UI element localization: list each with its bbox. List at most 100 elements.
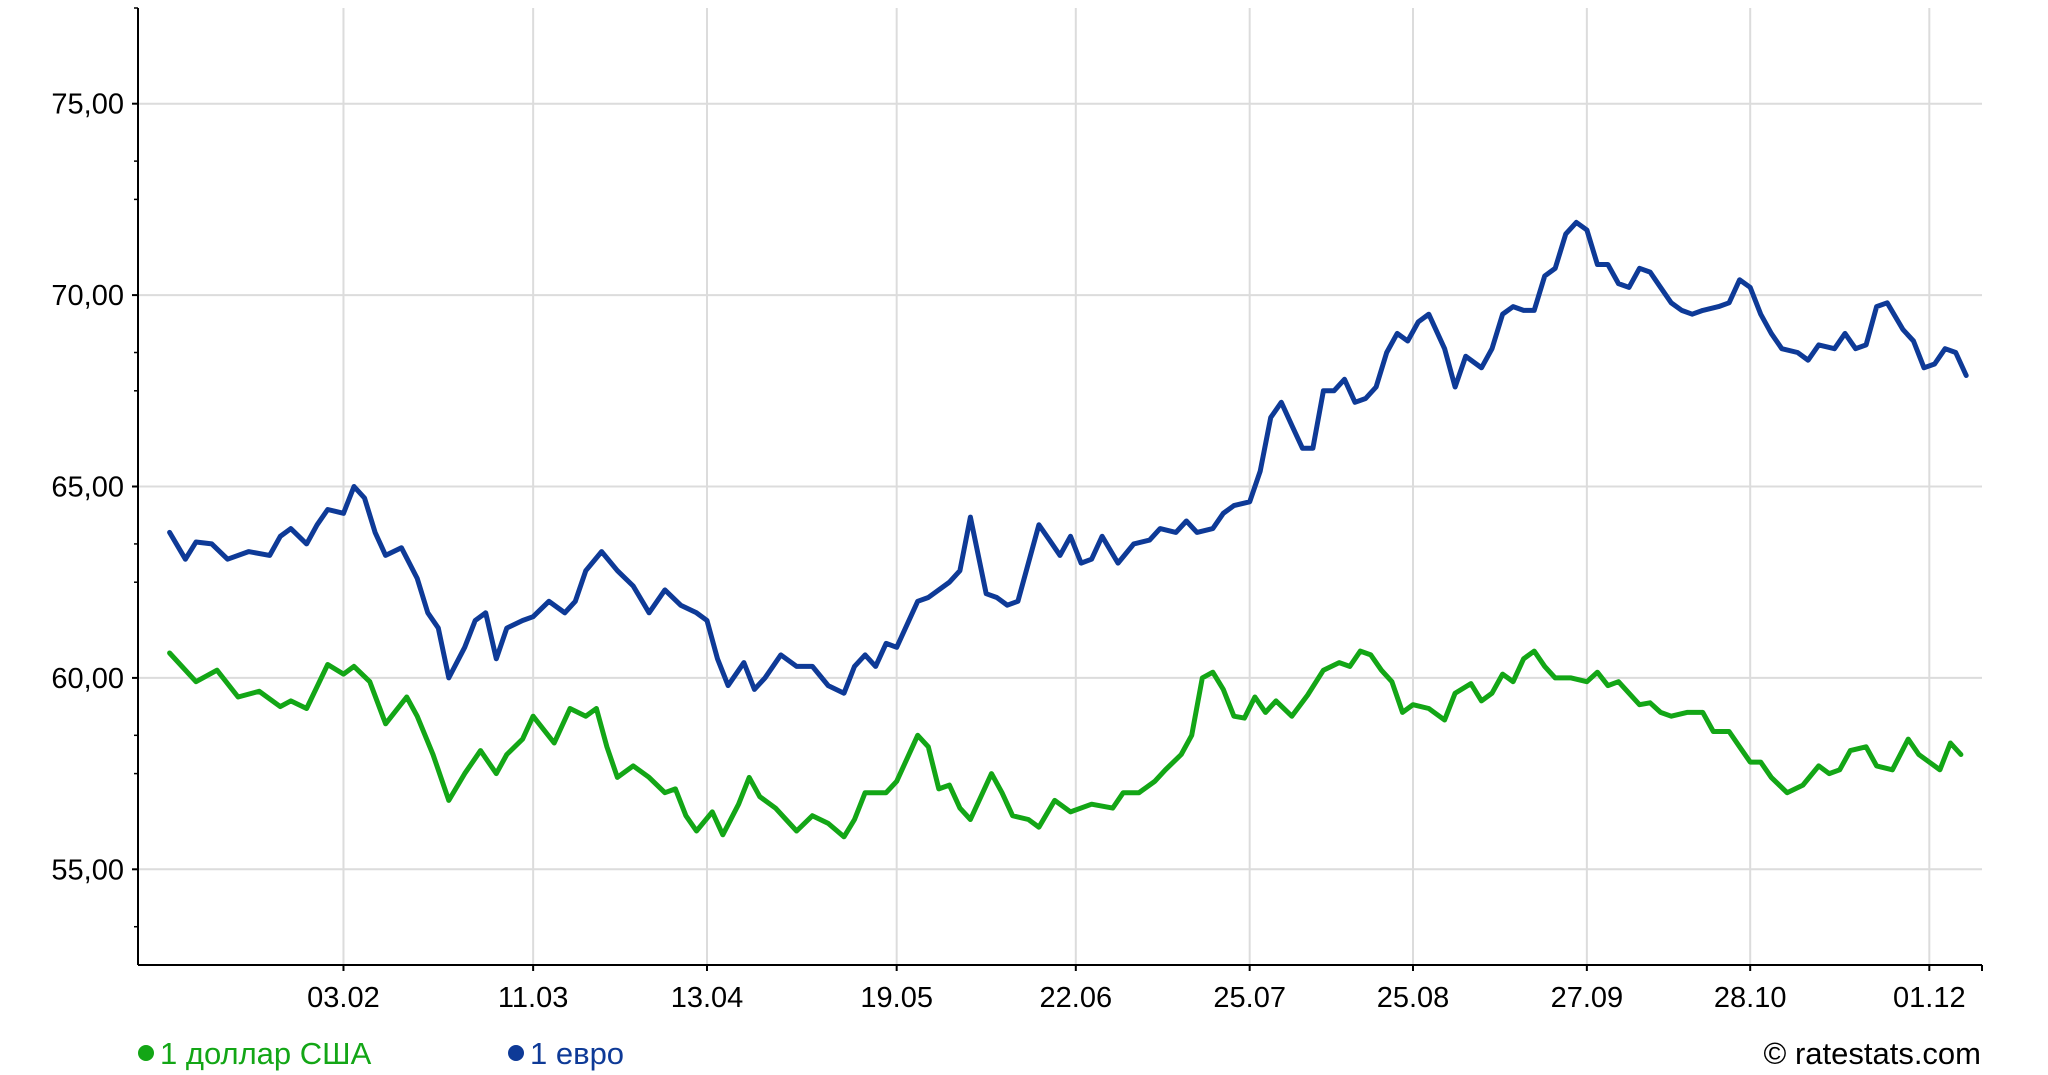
usd-data-point	[1164, 769, 1166, 771]
eur-data-point	[1544, 275, 1546, 277]
usd-data-point	[369, 681, 371, 683]
eur-data-point	[648, 612, 650, 614]
source-credit-link[interactable]: © ratestats.com	[1763, 1036, 1981, 1071]
eur-data-point	[1965, 375, 1967, 376]
usd-data-point	[1891, 769, 1893, 771]
usd-data-point	[1254, 696, 1256, 698]
eur-data-point	[1502, 313, 1504, 315]
x-tick-label: 19.05	[860, 982, 933, 1014]
usd-data-point	[1481, 700, 1482, 702]
eur-data-point	[1185, 520, 1187, 522]
usd-data-point	[1570, 677, 1572, 679]
eur-data-point	[1149, 539, 1151, 541]
usd-data-point	[1544, 665, 1546, 667]
eur-data-point	[506, 627, 508, 629]
usd-data-point	[1876, 765, 1878, 767]
eur-data-point	[1059, 554, 1061, 556]
usd-data-point	[1428, 708, 1430, 709]
grid-lines	[132, 7, 1983, 971]
usd-data-point	[495, 773, 497, 775]
eur-data-point	[1396, 332, 1398, 334]
eur-data-point	[1565, 233, 1567, 235]
legend-label-eur: 1 евро	[530, 1036, 625, 1071]
usd-data-point	[279, 706, 281, 708]
eur-data-point	[1375, 386, 1377, 388]
eur-data-point	[1844, 332, 1846, 334]
eur-data-point	[1944, 348, 1946, 350]
eur-data-point	[1702, 309, 1704, 311]
eur-data-point	[927, 597, 929, 598]
usd-data-point	[1839, 769, 1841, 771]
usd-data-point	[1412, 704, 1414, 706]
eur-data-point	[1739, 279, 1741, 281]
usd-data-point	[432, 754, 434, 755]
eur-data-point	[864, 654, 866, 656]
eur-data-point	[385, 554, 387, 556]
usd-data-point	[1444, 719, 1446, 721]
usd-data-point	[169, 652, 171, 654]
usd-data-point	[864, 792, 866, 794]
eur-data-point	[1913, 340, 1914, 342]
usd-data-point	[327, 664, 329, 665]
usd-data-point	[1512, 681, 1514, 683]
eur-data-point	[1133, 543, 1135, 545]
eur-data-point	[1628, 286, 1630, 288]
usd-data-point	[195, 681, 197, 683]
eur-data-point	[1955, 352, 1957, 353]
eur-data-point	[211, 543, 213, 545]
eur-data-point	[875, 665, 877, 667]
eur-data-point	[1222, 512, 1224, 514]
usd-data-point	[1618, 681, 1619, 683]
eur-data-point	[1454, 386, 1456, 388]
usd-data-point	[569, 708, 571, 709]
usd-data-point	[480, 750, 481, 752]
eur-data-point	[1070, 535, 1071, 537]
usd-data-point	[595, 708, 597, 709]
usd-data-point	[1533, 650, 1535, 652]
usd-data-point	[632, 765, 634, 767]
usd-series-line	[167, 648, 1964, 840]
eur-data-point	[374, 531, 376, 533]
usd-data-point	[1712, 731, 1714, 732]
eur-data-point	[1365, 398, 1367, 399]
usd-data-point	[959, 807, 961, 809]
eur-data-point	[1554, 267, 1556, 269]
usd-data-point	[1702, 711, 1704, 713]
eur-data-point	[1175, 531, 1177, 533]
usd-data-point	[1802, 784, 1804, 786]
eur-data-point	[664, 589, 666, 591]
eur-data-point	[727, 685, 729, 687]
eur-data-point	[1639, 267, 1640, 269]
eur-data-point	[696, 612, 697, 614]
usd-data-point	[1222, 688, 1224, 690]
eur-data-point	[1886, 302, 1888, 304]
usd-data-point	[1201, 677, 1203, 679]
eur-data-point	[1649, 271, 1651, 273]
eur-data-point	[1159, 528, 1161, 530]
usd-data-point	[1586, 681, 1588, 683]
usd-data-point	[616, 776, 618, 778]
usd-data-point	[906, 757, 908, 759]
usd-data-point	[1907, 738, 1909, 740]
x-tick-label: 22.06	[1040, 982, 1113, 1014]
legend-item-usd[interactable]: 1 доллар США	[138, 1036, 371, 1072]
eur-data-point	[400, 547, 402, 549]
eur-data-point	[195, 541, 197, 543]
usd-data-point	[1265, 711, 1266, 713]
eur-data-point	[1575, 221, 1577, 223]
eur-data-point	[1196, 531, 1198, 533]
eur-data-point	[1596, 264, 1598, 265]
eur-data-point	[969, 516, 971, 518]
eur-data-point	[1091, 558, 1093, 560]
usd-data-point	[696, 830, 697, 832]
eur-data-point	[1797, 352, 1799, 353]
eur-data-point	[1691, 313, 1693, 315]
series-lines	[167, 219, 1969, 840]
eur-data-point	[522, 620, 524, 621]
eur-data-point	[917, 600, 919, 602]
usd-data-point	[854, 819, 855, 820]
eur-data-point	[1618, 283, 1619, 285]
legend-item-eur[interactable]: 1 евро	[508, 1036, 624, 1072]
usd-data-point	[1918, 754, 1920, 755]
usd-data-point	[685, 815, 687, 817]
